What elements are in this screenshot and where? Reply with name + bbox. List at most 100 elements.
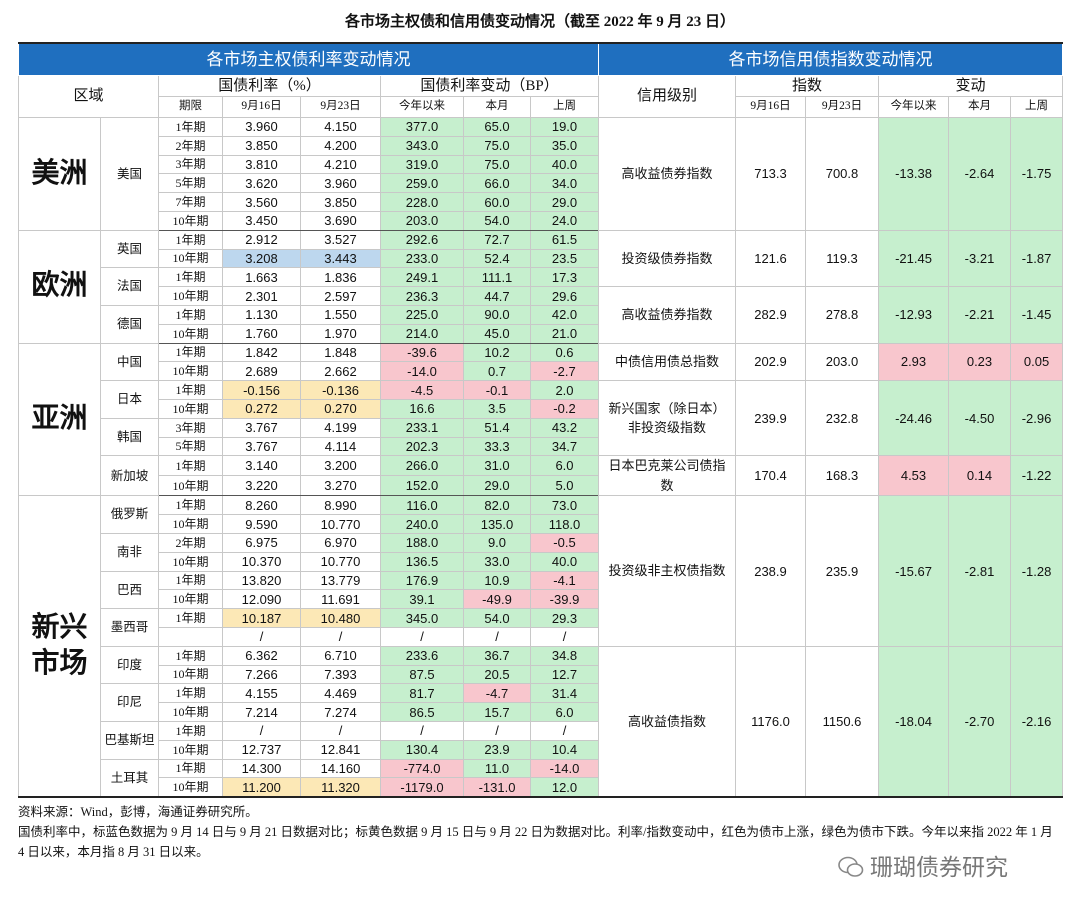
rate-change: -131.0 xyxy=(463,777,531,798)
header-cell: 本月 xyxy=(948,96,1011,118)
country-name: 中国 xyxy=(100,342,159,382)
term: 1年期 xyxy=(158,380,223,400)
term: 3年期 xyxy=(158,154,223,175)
index-change: -18.04 xyxy=(878,645,949,798)
rate-change: / xyxy=(463,720,531,741)
rate-change: 86.5 xyxy=(380,702,464,722)
rate-change: 345.0 xyxy=(380,608,464,628)
rate-change: 12.7 xyxy=(530,664,599,685)
rate-change: 233.0 xyxy=(380,248,464,269)
header-cell: 变动 xyxy=(877,75,1064,97)
rate-change: 29.6 xyxy=(530,286,599,306)
rate: 3.200 xyxy=(300,455,381,477)
rate: 3.767 xyxy=(222,417,301,438)
index-change: -2.16 xyxy=(1009,645,1064,798)
index-change: 2.93 xyxy=(878,342,949,382)
rate-change: 225.0 xyxy=(380,304,464,325)
rate: 3.850 xyxy=(300,192,381,212)
index-value: 202.9 xyxy=(735,342,806,382)
rate: 2.301 xyxy=(222,286,301,306)
rate: 1.836 xyxy=(300,267,381,288)
index-change: -1.75 xyxy=(1009,117,1064,231)
rate-change: 19.0 xyxy=(530,117,599,137)
rate-change: 118.0 xyxy=(530,514,599,534)
term: 7年期 xyxy=(158,192,223,212)
index-change: -1.45 xyxy=(1009,286,1064,344)
country-name: 法国 xyxy=(100,267,159,306)
rate-change: 52.4 xyxy=(463,248,531,269)
rate-change: 214.0 xyxy=(380,323,464,344)
term: 10年期 xyxy=(158,286,223,306)
wechat-icon xyxy=(838,856,864,877)
rate: 4.200 xyxy=(300,135,381,156)
rate-change: -0.5 xyxy=(530,532,599,553)
rate-change: 23.5 xyxy=(530,248,599,269)
term: 10年期 xyxy=(158,664,223,685)
rate-change: / xyxy=(530,720,599,741)
rate-change: 72.7 xyxy=(463,229,531,250)
rate: 0.270 xyxy=(300,398,381,419)
rate-change: 65.0 xyxy=(463,117,531,137)
rate: 1.760 xyxy=(222,323,301,344)
rate-change: 0.7 xyxy=(463,361,531,382)
index-value: 232.8 xyxy=(805,380,879,457)
rate: 2.689 xyxy=(222,361,301,382)
term: 5年期 xyxy=(158,436,223,457)
term: 10年期 xyxy=(158,210,223,231)
rate-change: 40.0 xyxy=(530,551,599,572)
credit-name: 高收益债指数 xyxy=(598,645,736,798)
rate: 9.590 xyxy=(222,514,301,534)
term: 10年期 xyxy=(158,248,223,269)
rate-change: 45.0 xyxy=(463,323,531,344)
rate: 2.912 xyxy=(222,229,301,250)
rate: 8.990 xyxy=(300,495,381,516)
term: 1年期 xyxy=(158,720,223,741)
rate: 1.550 xyxy=(300,304,381,325)
rate-change: 23.9 xyxy=(463,739,531,760)
term: 10年期 xyxy=(158,514,223,534)
watermark: 珊瑚债券研究 xyxy=(838,848,1008,882)
index-change: -1.87 xyxy=(1009,229,1064,288)
country-name: 印尼 xyxy=(100,683,159,722)
term: 1年期 xyxy=(158,645,223,666)
term: 10年期 xyxy=(158,398,223,419)
rate: 10.770 xyxy=(300,551,381,572)
index-change: 0.05 xyxy=(1009,342,1064,382)
term: 1年期 xyxy=(158,342,223,363)
credit-name: 高收益债券指数 xyxy=(598,117,736,231)
rate: 4.114 xyxy=(300,436,381,457)
rate-change: 17.3 xyxy=(530,267,599,288)
index-value: 235.9 xyxy=(805,495,879,647)
rate: 3.850 xyxy=(222,135,301,156)
rate-change: -14.0 xyxy=(530,758,599,779)
rate: / xyxy=(300,626,381,647)
index-value: 203.0 xyxy=(805,342,879,382)
data-table: 各市场主权债利率变动情况 各市场信用债指数变动情况 区域 国债利率（%） 国债利率变动… xyxy=(18,42,1064,799)
rate-change: 87.5 xyxy=(380,664,464,685)
rate-change: 61.5 xyxy=(530,229,599,250)
country-name: 英国 xyxy=(100,229,159,269)
header-cell: 9月23日 xyxy=(300,96,381,118)
title: 各市场主权债和信用债变动情况（截至 2022 年 9 月 23 日） xyxy=(344,14,735,30)
rate: 4.155 xyxy=(222,683,301,704)
rate: / xyxy=(300,720,381,741)
rate: 13.820 xyxy=(222,570,301,591)
rate: 1.970 xyxy=(300,323,381,344)
rate-change: 236.3 xyxy=(380,286,464,306)
rate-change: -39.9 xyxy=(530,589,599,610)
watermark-text: 珊瑚债券研究 xyxy=(870,855,1008,881)
rate-change: 233.1 xyxy=(380,417,464,438)
rate: 10.480 xyxy=(300,608,381,628)
term: 1年期 xyxy=(158,455,223,477)
rate: 1.848 xyxy=(300,342,381,363)
rate-change: 31.0 xyxy=(463,455,531,477)
rate: 3.450 xyxy=(222,210,301,231)
rate-change: 35.0 xyxy=(530,135,599,156)
rate: 4.199 xyxy=(300,417,381,438)
index-change: -2.21 xyxy=(948,286,1011,344)
term: 10年期 xyxy=(158,361,223,382)
rate: 1.842 xyxy=(222,342,301,363)
rate: 12.737 xyxy=(222,739,301,760)
header-cell: 上周 xyxy=(1009,96,1064,118)
rate: 2.597 xyxy=(300,286,381,306)
